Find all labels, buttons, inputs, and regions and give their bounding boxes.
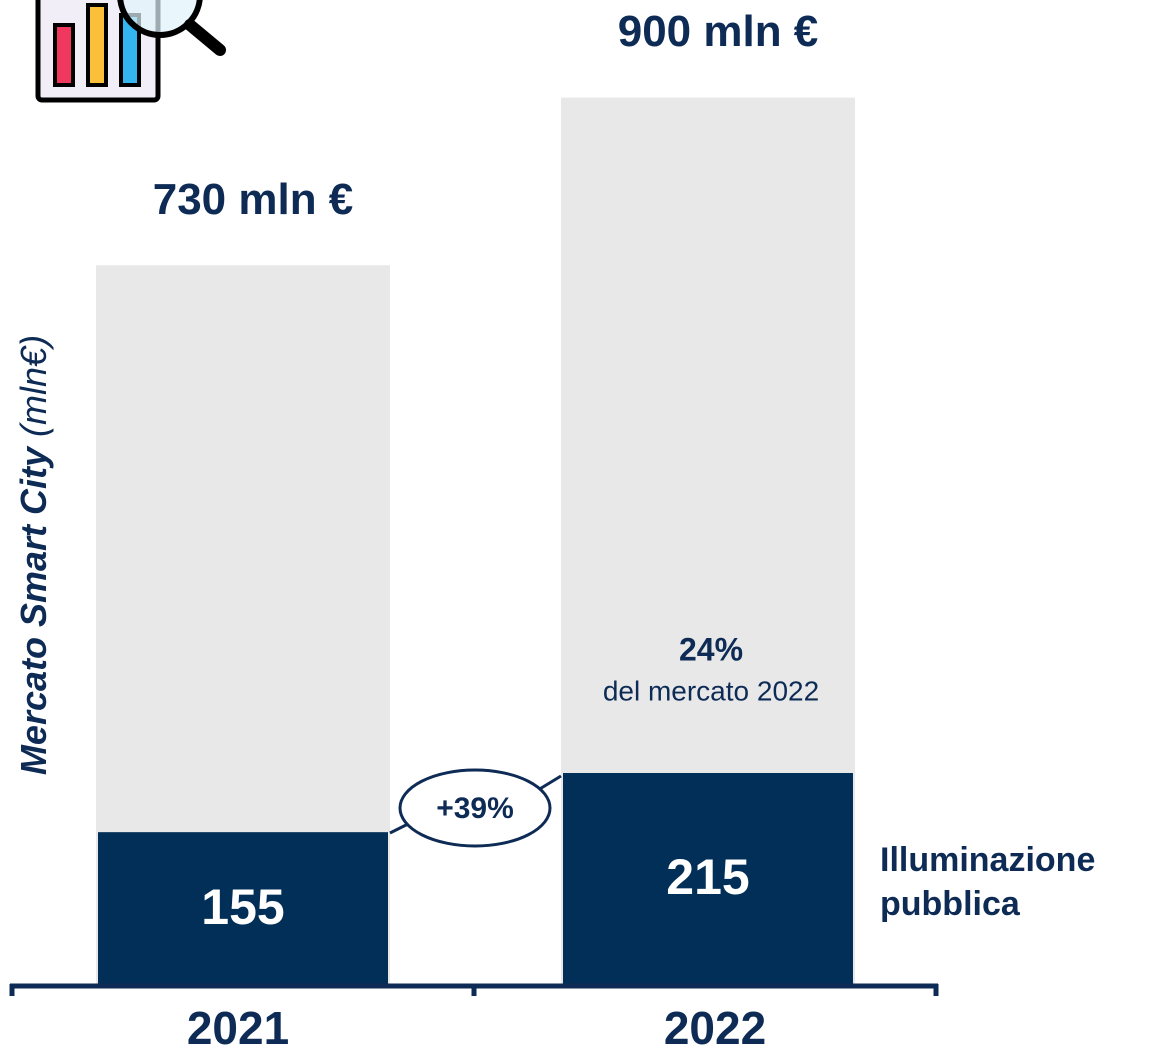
- x-tick-label: 2022: [664, 1002, 766, 1050]
- legend-label: Illuminazione pubblica: [880, 841, 1096, 923]
- y-label-unit: (mln€): [13, 335, 54, 437]
- value-label: 155: [201, 879, 284, 935]
- icon: [35, 0, 226, 103]
- x-tick-label: 2021: [187, 1002, 289, 1050]
- y-label: Mercato Smart City: [13, 445, 54, 775]
- value-label: 215: [666, 849, 749, 905]
- total-label: 730 mln €: [153, 175, 354, 224]
- growth-callout: +39%: [389, 768, 562, 848]
- share-note: del mercato 2022: [603, 675, 819, 706]
- growth-annotation: +39%: [436, 792, 514, 825]
- axis: [9, 983, 939, 996]
- total-label: 900 mln €: [618, 7, 819, 56]
- segment-bar: [563, 773, 853, 985]
- y-axis-label: Mercato Smart City (mln€): [13, 335, 54, 775]
- share-annotation: 24%: [679, 631, 743, 667]
- segment-bar: [98, 832, 388, 985]
